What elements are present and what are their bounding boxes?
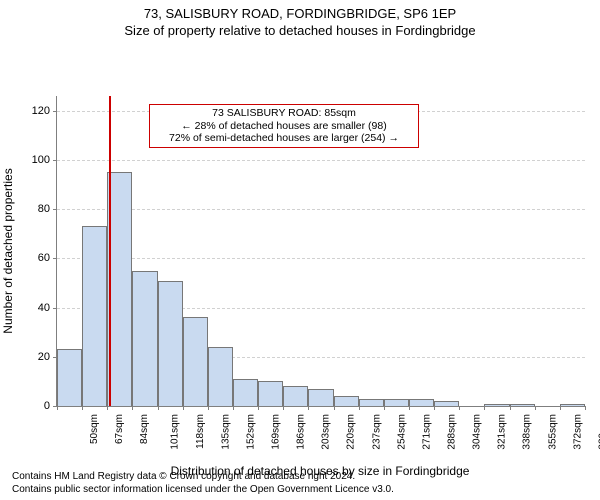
histogram-bar — [384, 399, 409, 406]
xtick-mark — [560, 406, 561, 410]
xtick-label: 84sqm — [139, 414, 150, 444]
histogram-bar — [107, 172, 132, 406]
ytick-mark — [53, 308, 57, 309]
xtick-mark — [233, 406, 234, 410]
xtick-mark — [334, 406, 335, 410]
xtick-mark — [459, 406, 460, 410]
xtick-label: 254sqm — [396, 414, 407, 450]
histogram-bar — [283, 386, 308, 406]
histogram-bar — [82, 226, 107, 406]
xtick-mark — [585, 406, 586, 410]
footer-line1: Contains HM Land Registry data © Crown c… — [12, 471, 394, 484]
xtick-label: 355sqm — [547, 414, 558, 450]
histogram-bar — [208, 347, 233, 406]
xtick-mark — [158, 406, 159, 410]
figure: 73, SALISBURY ROAD, FORDINGBRIDGE, SP6 1… — [0, 0, 600, 500]
xtick-mark — [434, 406, 435, 410]
xtick-mark — [57, 406, 58, 410]
annotation-box: 73 SALISBURY ROAD: 85sqm← 28% of detache… — [149, 104, 419, 148]
histogram-bar — [334, 396, 359, 406]
histogram-bar — [258, 381, 283, 406]
footer: Contains HM Land Registry data © Crown c… — [12, 471, 394, 496]
histogram-bar — [308, 389, 333, 406]
ytick-label: 20 — [20, 351, 50, 363]
histogram-bar — [484, 404, 509, 406]
marker-line — [109, 96, 111, 406]
histogram-bar — [510, 404, 535, 406]
xtick-mark — [384, 406, 385, 410]
xtick-label: 288sqm — [447, 414, 458, 450]
xtick-label: 338sqm — [522, 414, 533, 450]
xtick-mark — [132, 406, 133, 410]
xtick-label: 118sqm — [194, 414, 205, 449]
histogram-bar — [359, 399, 384, 406]
xtick-label: 203sqm — [321, 414, 332, 450]
ytick-mark — [53, 160, 57, 161]
chart-area: Number of detached properties 73 SALISBU… — [0, 42, 600, 442]
annotation-line: ← 28% of detached houses are smaller (98… — [154, 120, 414, 133]
histogram-bar — [233, 379, 258, 406]
gridline — [57, 258, 585, 259]
xtick-mark — [107, 406, 108, 410]
histogram-bar — [158, 281, 183, 406]
annotation-line: 72% of semi-detached houses are larger (… — [154, 132, 414, 145]
xtick-label: 271sqm — [421, 414, 432, 450]
ytick-label: 0 — [20, 400, 50, 412]
figure-title: 73, SALISBURY ROAD, FORDINGBRIDGE, SP6 1… — [0, 0, 600, 21]
gridline — [57, 209, 585, 210]
plot-area: 73 SALISBURY ROAD: 85sqm← 28% of detache… — [56, 96, 585, 407]
xtick-label: 169sqm — [271, 414, 282, 450]
xtick-label: 101sqm — [170, 414, 181, 450]
xtick-mark — [283, 406, 284, 410]
xtick-mark — [359, 406, 360, 410]
xtick-mark — [409, 406, 410, 410]
xtick-label: 304sqm — [472, 414, 483, 450]
xtick-label: 50sqm — [89, 414, 100, 444]
xtick-mark — [510, 406, 511, 410]
xtick-mark — [208, 406, 209, 410]
ytick-label: 60 — [20, 252, 50, 264]
histogram-bar — [560, 404, 585, 406]
xtick-mark — [484, 406, 485, 410]
ytick-label: 120 — [20, 105, 50, 117]
xtick-label: 321sqm — [497, 414, 508, 450]
annotation-line: 73 SALISBURY ROAD: 85sqm — [154, 107, 414, 120]
xtick-label: 186sqm — [296, 414, 307, 450]
xtick-mark — [535, 406, 536, 410]
xtick-label: 152sqm — [245, 414, 256, 450]
xtick-label: 135sqm — [220, 414, 231, 450]
histogram-bar — [57, 349, 82, 406]
ytick-mark — [53, 111, 57, 112]
ytick-label: 80 — [20, 203, 50, 215]
xtick-mark — [82, 406, 83, 410]
xtick-label: 67sqm — [114, 414, 125, 444]
xtick-mark — [308, 406, 309, 410]
gridline — [57, 160, 585, 161]
figure-subtitle: Size of property relative to detached ho… — [0, 21, 600, 42]
xtick-label: 220sqm — [346, 414, 357, 450]
xtick-mark — [183, 406, 184, 410]
ytick-mark — [53, 209, 57, 210]
xtick-mark — [258, 406, 259, 410]
ytick-label: 100 — [20, 154, 50, 166]
ytick-mark — [53, 258, 57, 259]
ytick-label: 40 — [20, 302, 50, 314]
xtick-label: 237sqm — [371, 414, 382, 450]
y-axis-label: Number of detached properties — [1, 168, 15, 333]
xtick-label: 372sqm — [572, 414, 583, 450]
histogram-bar — [183, 317, 208, 406]
footer-line2: Contains public sector information licen… — [12, 484, 394, 497]
histogram-bar — [132, 271, 157, 406]
histogram-bar — [434, 401, 459, 406]
histogram-bar — [409, 399, 434, 406]
